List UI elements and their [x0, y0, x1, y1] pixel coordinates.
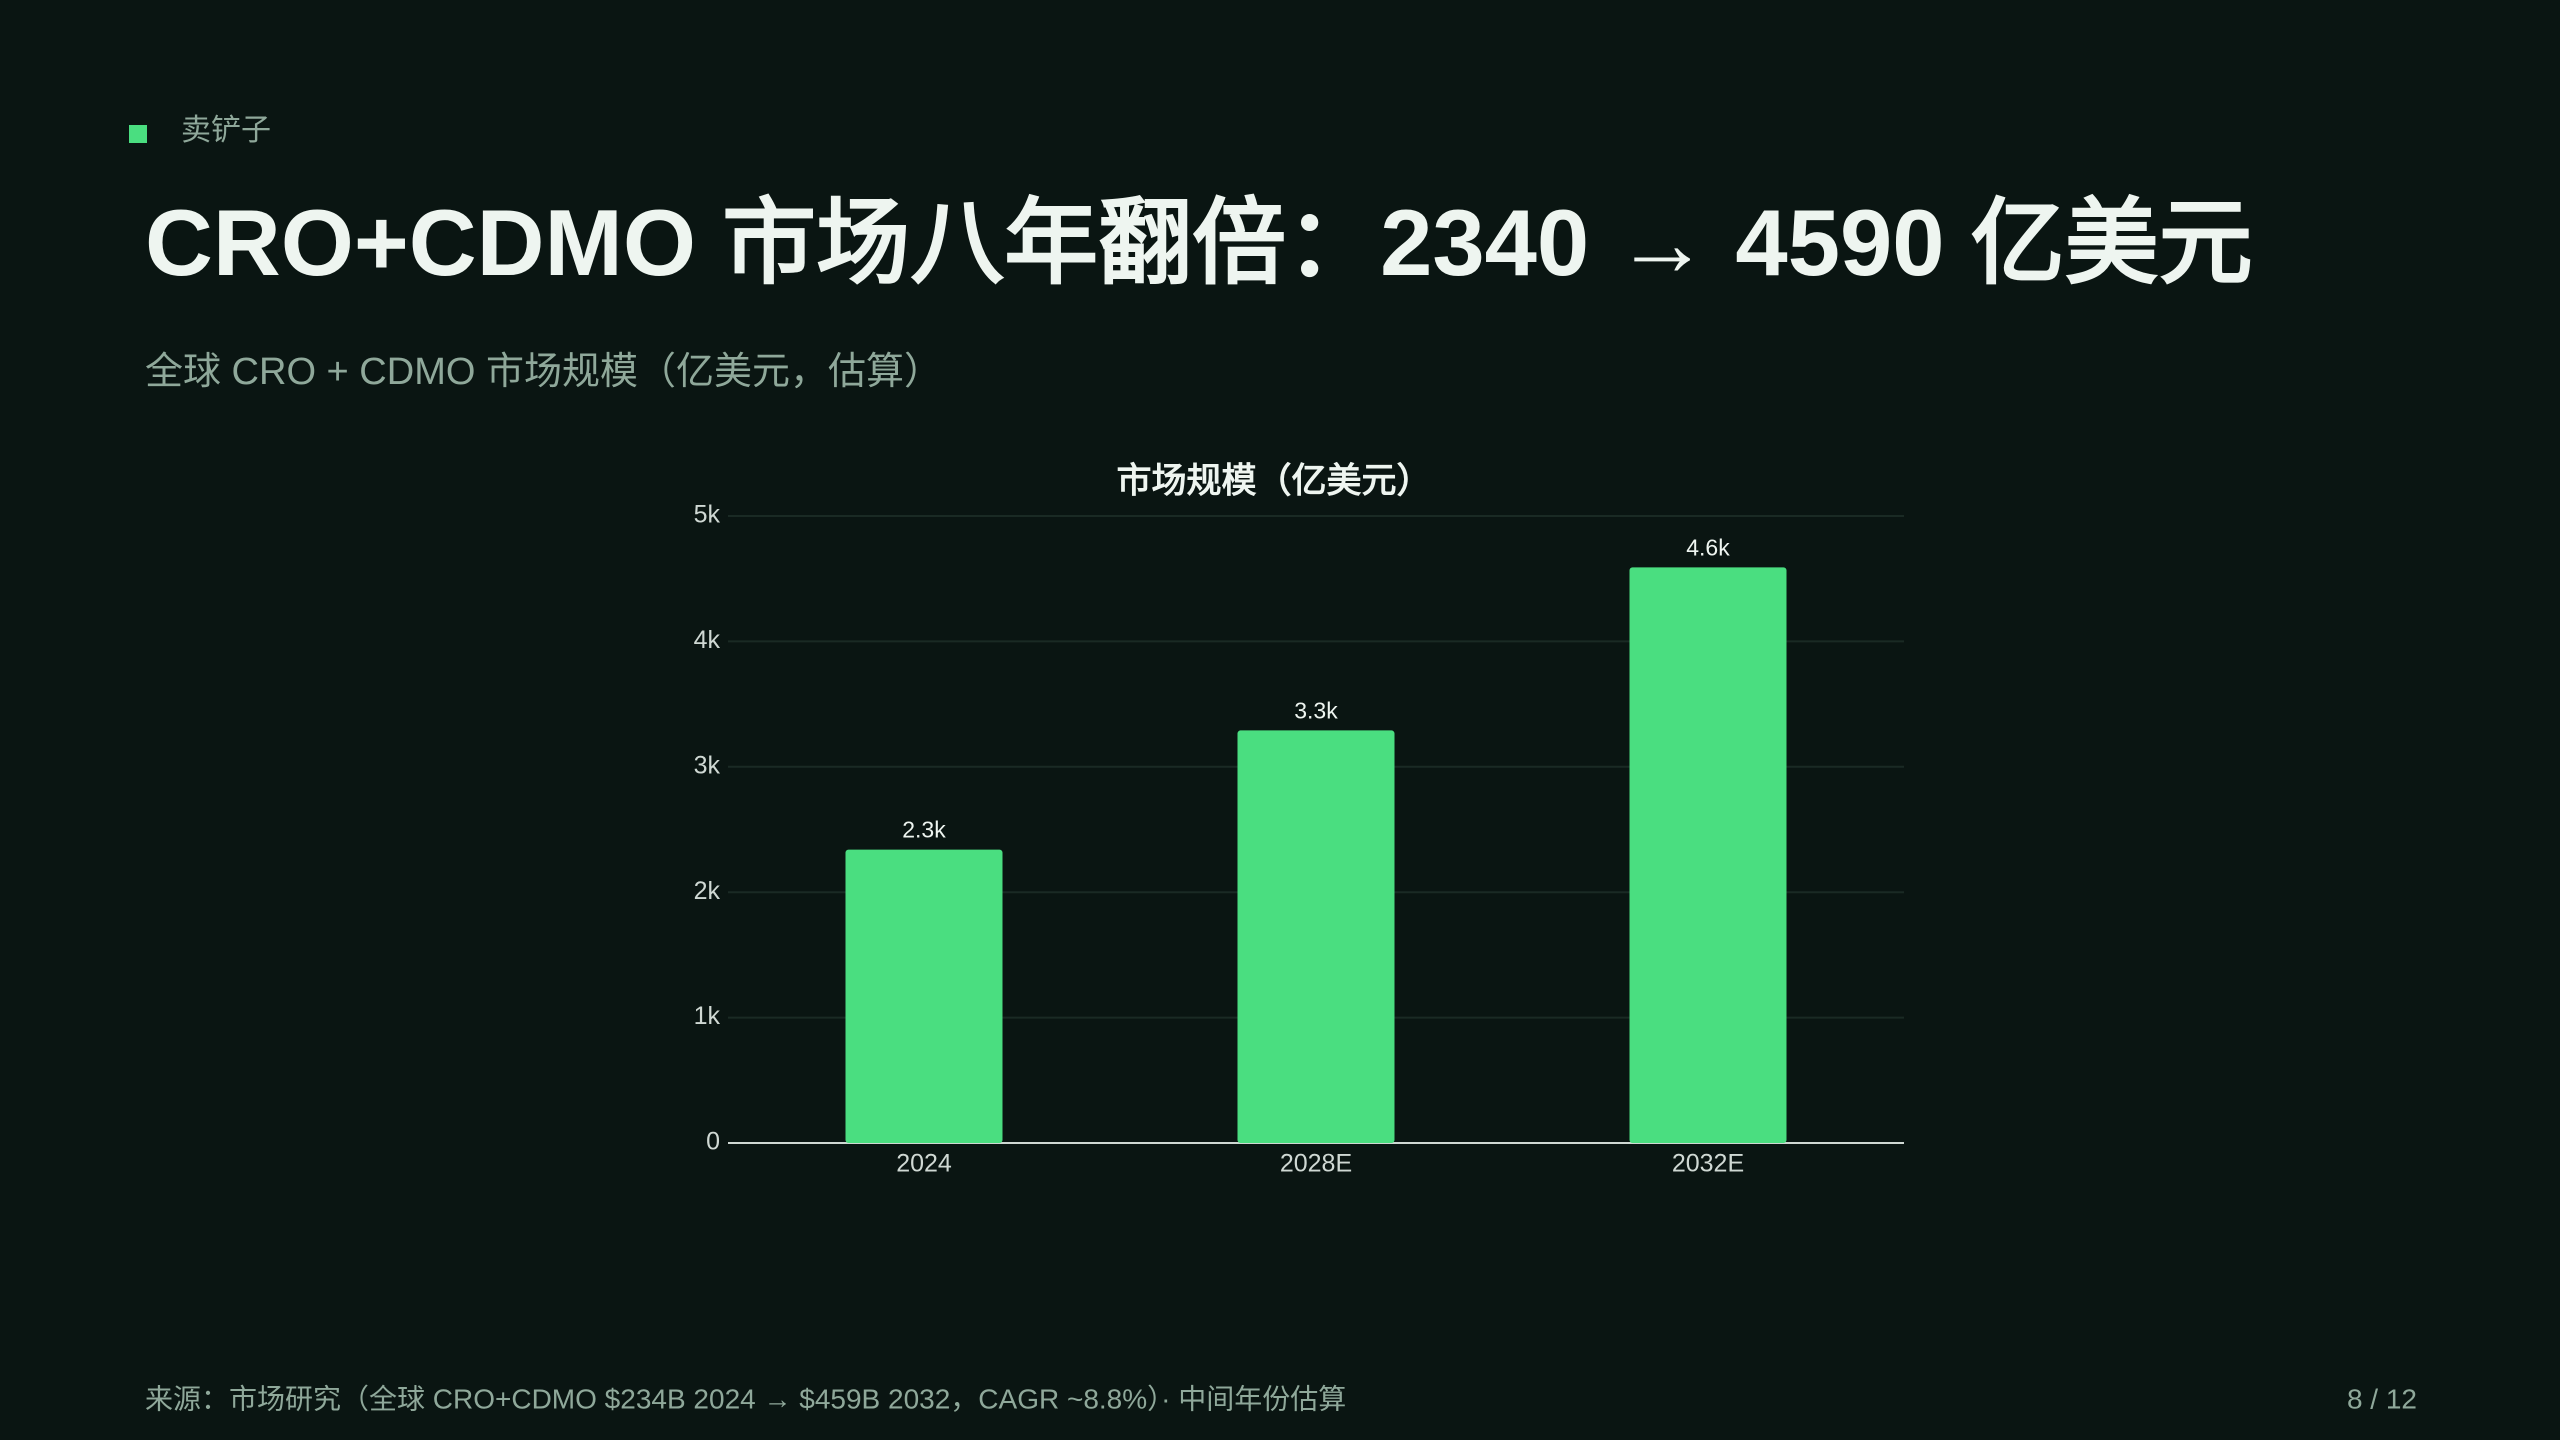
y-tick-label: 2k: [694, 877, 721, 905]
section-label: 卖铲子: [181, 114, 271, 147]
value-label: 4.6k: [1686, 534, 1730, 560]
bar: [1237, 730, 1395, 1143]
x-tick-label: 2024: [896, 1150, 952, 1178]
bar: [1629, 567, 1787, 1143]
x-tick-label: 2032E: [1672, 1150, 1744, 1178]
chart-title: 市场规模（亿美元）: [1116, 461, 1431, 500]
value-label: 3.3k: [1294, 698, 1338, 724]
slide-title: CRO+CDMO 市场八年翻倍：2340 → 4590 亿美元: [145, 190, 2253, 295]
y-tick-label: 3k: [694, 751, 721, 779]
y-tick-label: 5k: [694, 501, 721, 529]
bar: [845, 849, 1003, 1143]
x-tick-label: 2028E: [1280, 1150, 1352, 1178]
page-number: 8 / 12: [2347, 1383, 2417, 1414]
y-tick-label: 1k: [694, 1002, 721, 1030]
y-tick-label: 0: [706, 1128, 720, 1156]
y-tick-label: 4k: [694, 626, 721, 654]
slide-subtitle: 全球 CRO + CDMO 市场规模（亿美元，估算）: [145, 351, 942, 393]
footer-source: 来源：市场研究（全球 CRO+CDMO $234B 2024 → $459B 2…: [145, 1383, 1346, 1414]
section-marker: [129, 125, 147, 143]
value-label: 2.3k: [902, 817, 946, 843]
